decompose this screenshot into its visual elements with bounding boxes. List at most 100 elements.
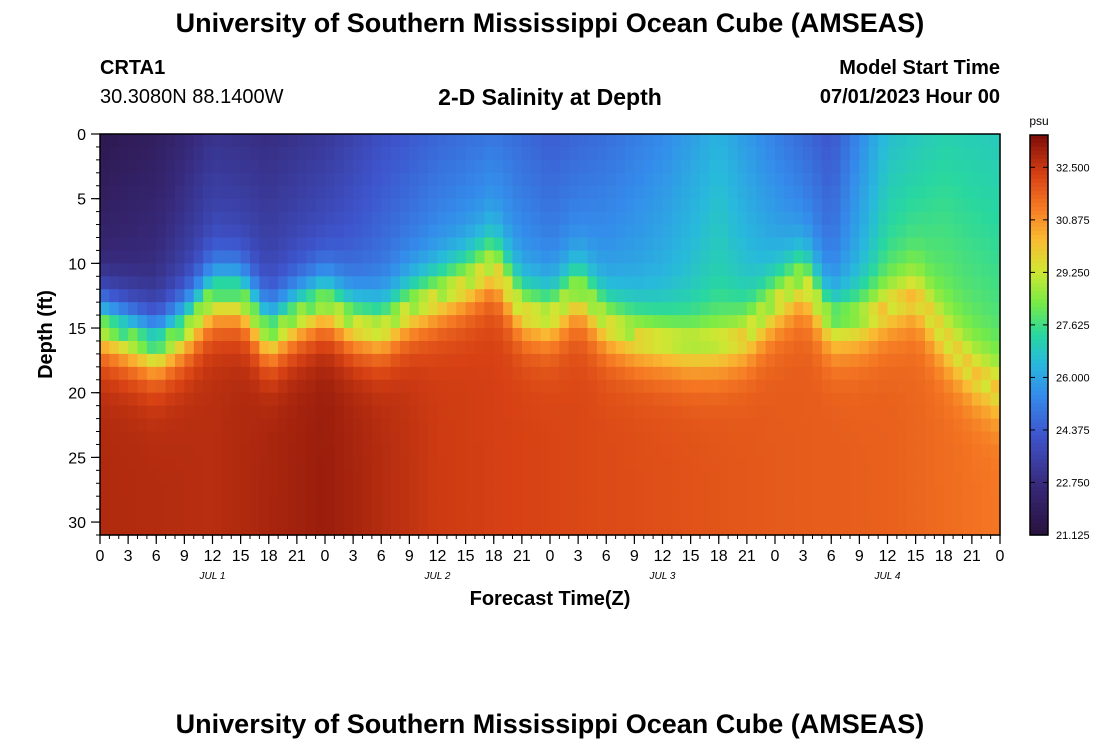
heatmap-cell xyxy=(540,263,551,277)
heatmap-cell xyxy=(662,185,673,200)
heatmap-cell xyxy=(109,159,120,174)
heatmap-cell xyxy=(484,483,495,497)
heatmap-cell xyxy=(634,509,645,523)
heatmap-cell xyxy=(709,146,720,161)
heatmap-cell xyxy=(925,483,935,497)
heatmap-cell xyxy=(803,444,814,458)
heatmap-cell xyxy=(606,172,617,187)
heatmap-cell xyxy=(925,159,935,174)
heatmap-cell xyxy=(559,405,570,420)
heatmap-cell xyxy=(653,418,664,433)
heatmap-cell xyxy=(437,172,448,187)
heatmap-cell xyxy=(184,457,195,471)
heatmap-cell xyxy=(287,211,298,226)
heatmap-cell xyxy=(831,392,842,407)
heatmap-cell xyxy=(859,418,870,433)
heatmap-cell xyxy=(784,353,795,368)
heatmap-cell xyxy=(765,146,776,161)
heatmap-cell xyxy=(437,211,448,226)
heatmap-cell xyxy=(756,522,767,536)
heatmap-cell xyxy=(362,237,373,252)
heatmap-cell xyxy=(221,496,232,510)
heatmap-cell xyxy=(381,340,392,355)
heatmap-cell xyxy=(231,159,242,174)
heatmap-cell xyxy=(268,250,279,264)
heatmap-cell xyxy=(775,522,785,536)
heatmap-cell xyxy=(475,483,485,497)
heatmap-cell xyxy=(428,159,439,174)
heatmap-cell xyxy=(353,134,364,148)
heatmap-cell xyxy=(193,353,204,368)
heatmap-cell xyxy=(540,211,551,226)
heatmap-cell xyxy=(812,483,823,497)
heatmap-cell xyxy=(625,431,635,446)
heatmap-cell xyxy=(334,366,345,381)
heatmap-cell xyxy=(831,146,842,161)
colorbar-segment xyxy=(1030,215,1048,220)
heatmap-cell xyxy=(231,302,242,316)
heatmap-cell xyxy=(690,315,701,329)
heatmap-cell xyxy=(596,289,607,303)
heatmap-cell xyxy=(221,302,232,316)
heatmap-cell xyxy=(971,172,982,187)
heatmap-cell xyxy=(934,250,945,264)
heatmap-cell xyxy=(353,418,364,433)
heatmap-cell xyxy=(671,418,682,433)
heatmap-cell xyxy=(315,250,326,264)
heatmap-cell xyxy=(137,366,148,381)
heatmap-cell xyxy=(746,405,757,420)
heatmap-cell xyxy=(962,444,973,458)
heatmap-cell xyxy=(700,340,710,355)
heatmap-cell xyxy=(831,509,842,523)
heatmap-cell xyxy=(400,198,410,213)
heatmap-cell xyxy=(493,276,504,290)
heatmap-cell xyxy=(165,340,176,355)
heatmap-cell xyxy=(971,379,982,394)
heatmap-cell xyxy=(193,431,204,446)
heatmap-cell xyxy=(887,185,898,200)
heatmap-cell xyxy=(409,302,420,316)
heatmap-cell xyxy=(456,328,467,342)
heatmap-cell xyxy=(690,172,701,187)
heatmap-cell xyxy=(803,496,814,510)
heatmap-cell xyxy=(850,379,860,394)
heatmap-cell xyxy=(165,418,176,433)
heatmap-cell xyxy=(306,146,317,161)
heatmap-cell xyxy=(371,431,382,446)
heatmap-cell xyxy=(934,146,945,161)
heatmap-cell xyxy=(287,185,298,200)
colorbar-segment xyxy=(1030,459,1048,464)
heatmap-cell xyxy=(737,302,748,316)
heatmap-cell xyxy=(521,470,532,484)
heatmap-cell xyxy=(653,237,664,252)
heatmap-cell xyxy=(212,315,223,329)
heatmap-cell xyxy=(709,405,720,420)
heatmap-cell xyxy=(212,302,223,316)
heatmap-cell xyxy=(203,457,214,471)
heatmap-cell xyxy=(981,198,992,213)
heatmap-cell xyxy=(240,340,251,355)
heatmap-cell xyxy=(531,276,542,290)
heatmap-cell xyxy=(156,185,167,200)
heatmap-cell xyxy=(653,198,664,213)
heatmap-cell xyxy=(456,263,467,277)
heatmap-cell xyxy=(184,328,195,342)
heatmap-cell xyxy=(278,237,289,252)
heatmap-cell xyxy=(484,431,495,446)
heatmap-cell xyxy=(906,405,917,420)
heatmap-cell xyxy=(306,237,317,252)
heatmap-cell xyxy=(409,146,420,161)
heatmap-cell xyxy=(456,224,467,239)
heatmap-cell xyxy=(193,522,204,536)
heatmap-cell xyxy=(353,315,364,329)
heatmap-cell xyxy=(296,185,307,200)
heatmap-cell xyxy=(615,379,626,394)
heatmap-cell xyxy=(737,353,748,368)
heatmap-cell xyxy=(240,353,251,368)
heatmap-cell xyxy=(409,340,420,355)
heatmap-cell xyxy=(971,353,982,368)
heatmap-cell xyxy=(831,470,842,484)
heatmap-cell xyxy=(671,328,682,342)
colorbar-segment xyxy=(1030,155,1048,160)
heatmap-cell xyxy=(653,496,664,510)
